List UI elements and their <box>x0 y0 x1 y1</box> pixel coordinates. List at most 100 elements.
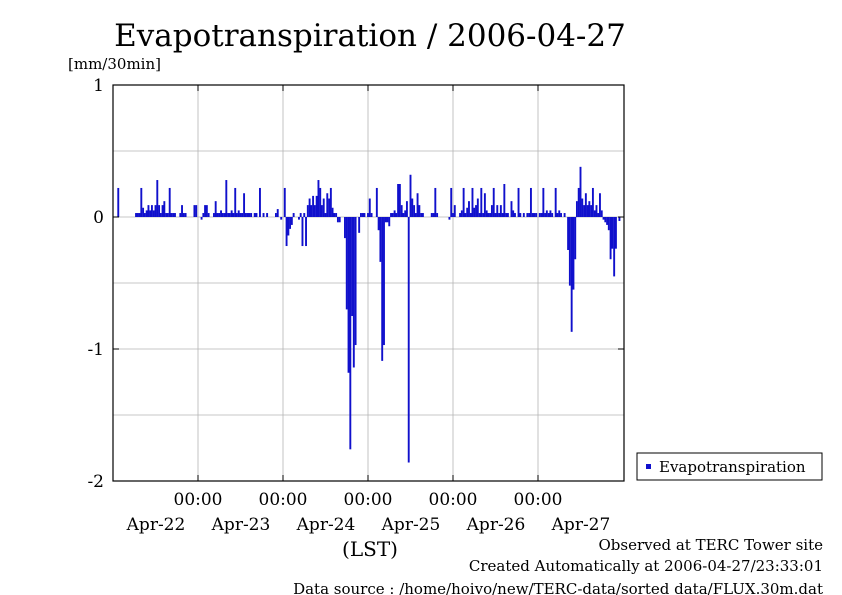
data-bar <box>409 174 412 217</box>
data-bar <box>259 187 261 217</box>
data-bar <box>390 213 392 217</box>
data-bar <box>505 213 508 217</box>
data-bar <box>195 205 198 217</box>
data-bar <box>517 187 520 217</box>
data-bar <box>558 210 561 217</box>
footer: Observed at TERC Tower site Created Auto… <box>293 536 823 595</box>
data-bar <box>618 217 621 221</box>
data-bar <box>182 213 185 217</box>
data-bar <box>351 217 354 316</box>
data-bar <box>349 217 352 450</box>
data-bar <box>375 187 378 217</box>
data-bar <box>225 180 228 217</box>
data-bar <box>213 213 215 217</box>
data-bar <box>214 201 217 217</box>
data-bar <box>529 187 532 217</box>
data-bar <box>152 210 155 217</box>
legend-box <box>636 452 823 481</box>
data-bar <box>473 207 476 217</box>
data-bar <box>492 187 495 217</box>
data-bar <box>556 213 559 217</box>
data-bar <box>535 213 538 217</box>
data-bar <box>320 205 323 217</box>
data-bar <box>460 210 463 217</box>
data-bar <box>421 213 424 217</box>
data-bar <box>298 217 300 220</box>
data-bar <box>398 184 401 217</box>
data-bar <box>540 213 543 217</box>
data-bar <box>170 213 173 217</box>
data-bar <box>313 205 316 217</box>
data-bar <box>588 201 591 217</box>
data-bar <box>135 213 137 217</box>
data-bar <box>345 217 348 310</box>
data-bar <box>574 217 577 260</box>
data-bar <box>597 213 600 217</box>
data-bar <box>319 187 322 217</box>
data-bar <box>181 205 183 217</box>
data-bar <box>347 217 350 373</box>
data-bar <box>432 213 435 217</box>
data-bar <box>140 187 143 217</box>
data-bar <box>602 217 605 220</box>
data-bar <box>275 213 277 217</box>
footer-site-note: Observed at TERC Tower site <box>598 536 823 554</box>
data-bar <box>545 210 548 217</box>
data-bar <box>255 213 258 217</box>
data-bar <box>368 198 371 217</box>
data-bar <box>331 207 334 217</box>
data-bar <box>159 213 162 217</box>
data-bar <box>436 213 439 217</box>
data-bar <box>434 187 437 217</box>
data-bar <box>370 213 373 217</box>
data-bar <box>542 187 545 217</box>
data-bar <box>344 217 346 239</box>
data-bar <box>452 213 454 217</box>
data-bar <box>501 213 504 217</box>
data-bar <box>363 213 366 217</box>
data-bar <box>609 217 612 260</box>
data-bar <box>322 198 325 217</box>
data-bar <box>367 213 369 217</box>
data-bar <box>227 213 230 217</box>
data-bar <box>400 205 403 217</box>
y-axis-ticks: 1 0 -1 -2 <box>87 76 624 492</box>
data-bar <box>301 217 304 247</box>
y-tick-label: 1 <box>93 76 104 96</box>
data-bar <box>161 205 164 217</box>
data-bar <box>335 213 338 217</box>
data-bar <box>551 213 554 217</box>
data-bar <box>317 180 320 217</box>
data-bar <box>303 213 306 217</box>
data-bar <box>482 213 485 217</box>
data-bar <box>416 193 419 217</box>
data-bar <box>487 213 490 217</box>
data-bar <box>377 217 380 231</box>
x-axis-date-labels: Apr-22 Apr-23 Apr-24 Apr-25 Apr-26 Apr-2… <box>126 515 611 535</box>
data-bar <box>411 198 414 217</box>
data-bar <box>498 213 501 217</box>
data-bar <box>494 213 497 217</box>
data-bar <box>216 213 219 217</box>
data-bar <box>246 213 249 217</box>
x-axis-label: (LST) <box>342 537 398 561</box>
data-bar <box>393 210 396 217</box>
x-date-label: Apr-27 <box>551 515 611 535</box>
data-bar <box>414 213 417 217</box>
data-bar <box>230 210 233 217</box>
data-bar <box>404 210 407 217</box>
data-bar <box>239 213 242 217</box>
data-bar <box>519 213 522 217</box>
data-bar <box>354 217 357 346</box>
data-bar <box>352 217 355 368</box>
data-bar <box>469 213 472 217</box>
data-bar <box>156 180 159 217</box>
data-bar <box>381 217 384 361</box>
data-bar <box>418 205 421 217</box>
data-bar <box>590 205 593 217</box>
data-bar <box>407 217 410 463</box>
data-bar <box>154 205 157 217</box>
data-bar <box>560 213 562 217</box>
